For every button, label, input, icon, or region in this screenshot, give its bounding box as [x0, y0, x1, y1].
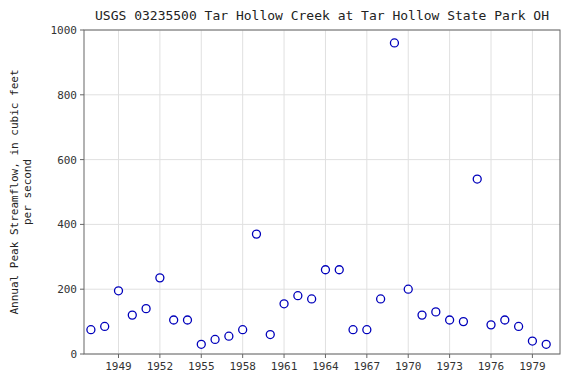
- point: [418, 311, 426, 319]
- x-tick-label: 1955: [188, 360, 215, 373]
- y-tick: [80, 354, 84, 355]
- point: [294, 292, 302, 300]
- point: [473, 175, 481, 183]
- point: [432, 308, 440, 316]
- x-tick: [159, 354, 160, 358]
- point: [156, 274, 164, 282]
- y-tick: [80, 224, 84, 225]
- point: [225, 332, 233, 340]
- y-tick-label: 800: [57, 89, 77, 102]
- points: [87, 39, 550, 348]
- x-tick-label: 1964: [312, 360, 339, 373]
- point: [446, 316, 454, 324]
- y-tick: [80, 159, 84, 160]
- plot-frame: [84, 30, 560, 354]
- chart-container: 1949 1952 1955 1958 1961 1964 1967 1970 1973 1976…: [0, 0, 576, 384]
- y-tick-label: 1000: [51, 24, 78, 37]
- y-tick: [80, 94, 84, 95]
- point: [266, 331, 274, 339]
- point: [142, 305, 150, 313]
- grid-line-x: [449, 30, 450, 354]
- grid-line-x: [408, 30, 409, 354]
- point: [101, 322, 109, 330]
- grid-line-y: [84, 159, 560, 160]
- grid-line-x: [491, 30, 492, 354]
- point: [239, 326, 247, 334]
- x-tick-label: 1958: [229, 360, 256, 373]
- plot-area: [84, 30, 560, 354]
- x-tick: [491, 354, 492, 358]
- x-tick: [284, 354, 285, 358]
- grid-line-y: [84, 224, 560, 225]
- point: [321, 266, 329, 274]
- x-tick-label: 1952: [147, 360, 174, 373]
- x-tick: [366, 354, 367, 358]
- x-tick-label: 1979: [519, 360, 546, 373]
- y-tick: [80, 30, 84, 31]
- point: [349, 326, 357, 334]
- x-tick-label: 1967: [354, 360, 381, 373]
- x-tick-label: 1976: [478, 360, 505, 373]
- x-tick: [118, 354, 119, 358]
- y-tick-label: 400: [57, 218, 77, 231]
- y-axis-label: Annual Peak Streamflow, in cubic feetper…: [8, 69, 34, 314]
- y-tick-label: 200: [57, 283, 77, 296]
- x-tick-label: 1949: [105, 360, 132, 373]
- grid-line-x: [118, 30, 119, 354]
- point: [308, 295, 316, 303]
- y-tick-label: 0: [70, 348, 77, 361]
- grid-line-x: [159, 30, 160, 354]
- x-tick: [532, 354, 533, 358]
- y-tick: [80, 289, 84, 290]
- x-tick-label: 1970: [395, 360, 422, 373]
- point: [211, 335, 219, 343]
- point: [197, 340, 205, 348]
- grid-line-x: [242, 30, 243, 354]
- x-tick-label: 1973: [436, 360, 463, 373]
- point: [515, 322, 523, 330]
- point: [252, 230, 260, 238]
- x-tick: [201, 354, 202, 358]
- grid-line-y: [84, 94, 560, 95]
- point: [128, 311, 136, 319]
- point: [528, 337, 536, 345]
- x-tick: [408, 354, 409, 358]
- point: [377, 295, 385, 303]
- point: [459, 318, 467, 326]
- grid-line-x: [366, 30, 367, 354]
- point: [183, 316, 191, 324]
- point: [280, 300, 288, 308]
- x-tick: [325, 354, 326, 358]
- point: [363, 326, 371, 334]
- grid-line-x: [532, 30, 533, 354]
- axes: 1949 1952 1955 1958 1961 1964 1967 1970 1973 1976…: [51, 24, 546, 373]
- grid: [84, 30, 560, 354]
- point: [542, 340, 550, 348]
- point: [487, 321, 495, 329]
- x-tick: [242, 354, 243, 358]
- point: [114, 287, 122, 295]
- point: [87, 326, 95, 334]
- grid-line-x: [325, 30, 326, 354]
- grid-line-x: [201, 30, 202, 354]
- chart-title: USGS 03235500 Tar Hollow Creek at Tar Ho…: [95, 8, 549, 23]
- point: [170, 316, 178, 324]
- x-tick: [449, 354, 450, 358]
- y-tick-label: 600: [57, 154, 77, 167]
- point: [501, 316, 509, 324]
- point: [335, 266, 343, 274]
- x-tick-label: 1961: [271, 360, 298, 373]
- grid-line-y: [84, 289, 560, 290]
- point: [390, 39, 398, 47]
- chart: 1949 1952 1955 1958 1961 1964 1967 1970 1973 1976…: [0, 0, 576, 384]
- point: [404, 285, 412, 293]
